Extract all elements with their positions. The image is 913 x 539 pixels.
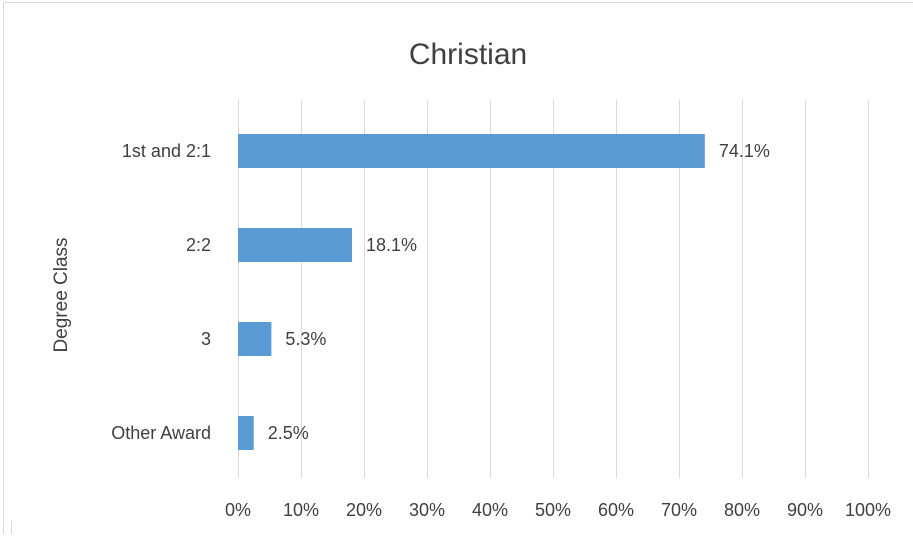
bar (238, 416, 254, 450)
x-tick-label: 70% (661, 500, 697, 520)
chart-title: Christian (409, 38, 527, 71)
x-tick-label: 0% (225, 500, 251, 520)
bar (238, 134, 705, 168)
data-label: 74.1% (719, 141, 770, 161)
data-label: 2.5% (268, 423, 309, 443)
y-axis-title: Degree Class (51, 237, 72, 352)
bars (238, 134, 705, 450)
category-label: Other Award (111, 423, 211, 443)
category-label: 1st and 2:1 (122, 141, 211, 161)
x-tick-label: 20% (346, 500, 382, 520)
data-label: 18.1% (366, 235, 417, 255)
bar (238, 228, 353, 262)
x-tick-label: 50% (535, 500, 571, 520)
x-tick-label: 100% (845, 500, 891, 520)
category-label: 3 (201, 329, 211, 349)
category-label: 2:2 (186, 235, 211, 255)
value-axis-labels: 0% 10% 20% 30% 40% 50% 60% 70% 80% 90% 100% (225, 500, 891, 520)
x-tick-label: 60% (598, 500, 634, 520)
x-tick-label: 30% (409, 500, 445, 520)
x-tick-label: 10% (283, 500, 319, 520)
data-labels: 74.1% 18.1% 5.3% 2.5% (268, 141, 770, 443)
bar (238, 322, 272, 356)
x-tick-label: 40% (472, 500, 508, 520)
x-tick-label: 90% (787, 500, 823, 520)
x-tick-label: 80% (724, 500, 760, 520)
category-axis-labels: 1st and 2:1 2:2 3 Other Award (111, 141, 211, 443)
data-label: 5.3% (285, 329, 326, 349)
